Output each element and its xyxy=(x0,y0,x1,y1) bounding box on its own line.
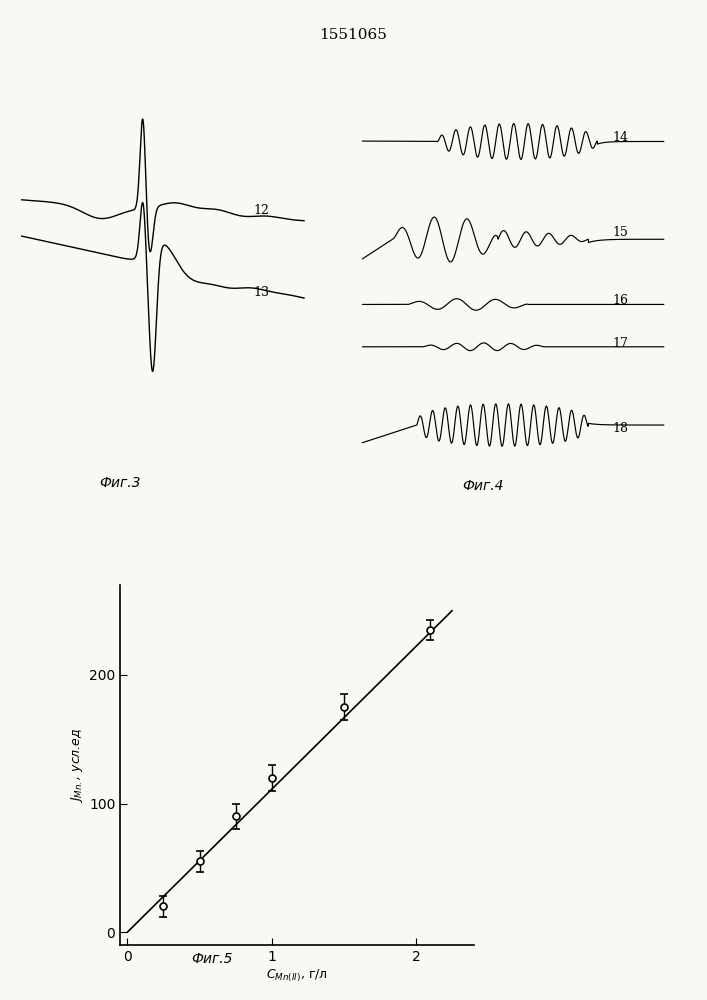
Text: 18: 18 xyxy=(612,422,629,435)
Y-axis label: $J_{Mn.}$, усл.ед: $J_{Mn.}$, усл.ед xyxy=(69,727,85,803)
Text: 17: 17 xyxy=(612,337,629,350)
X-axis label: $C_{Mn(II)}$, г/л: $C_{Mn(II)}$, г/л xyxy=(266,968,328,984)
Text: 13: 13 xyxy=(253,286,269,299)
Text: 1551065: 1551065 xyxy=(320,28,387,42)
Text: 15: 15 xyxy=(612,226,629,239)
Text: Фиг.3: Фиг.3 xyxy=(100,476,141,490)
Text: 16: 16 xyxy=(612,294,629,307)
Text: Фиг.4: Фиг.4 xyxy=(462,479,503,493)
Text: 12: 12 xyxy=(253,204,269,217)
Text: 14: 14 xyxy=(612,131,629,144)
Text: Фиг.5: Фиг.5 xyxy=(192,952,233,966)
